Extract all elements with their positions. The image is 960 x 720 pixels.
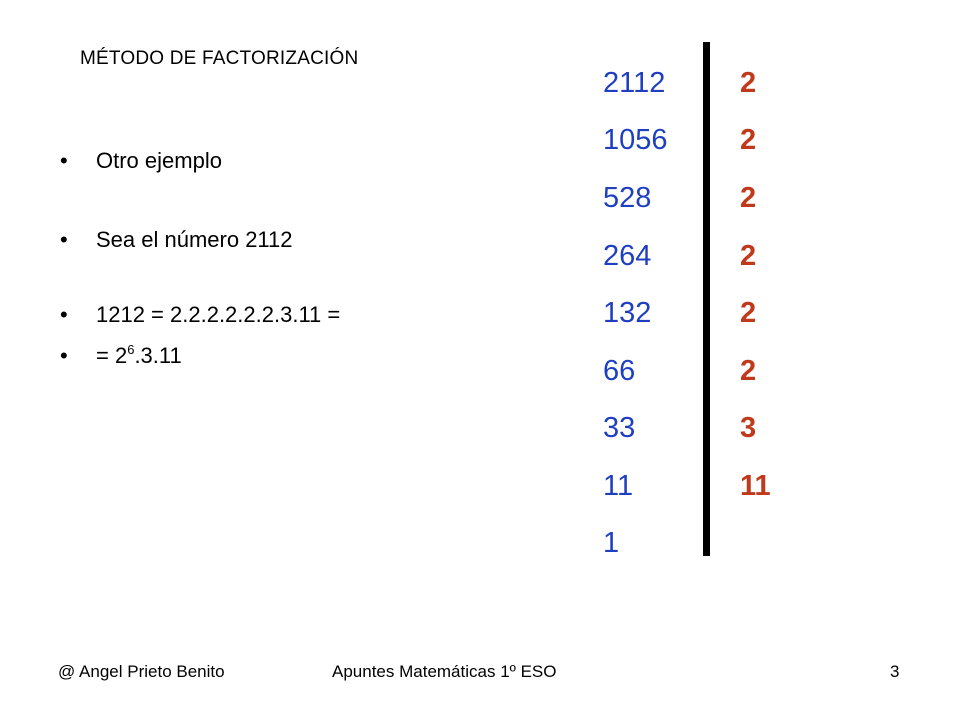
bullet-marker: • bbox=[60, 148, 68, 173]
slide-title: MÉTODO DE FACTORIZACIÓN bbox=[80, 48, 359, 69]
bullet-text-prefix: = 2 bbox=[96, 343, 128, 368]
dividend-number: 132 bbox=[603, 297, 652, 329]
exponent: 6 bbox=[127, 342, 135, 357]
dividend-number: 1056 bbox=[603, 124, 668, 156]
prime-divisor: 3 bbox=[740, 412, 757, 444]
dividend-number: 2112 bbox=[603, 67, 666, 99]
dividend-number: 66 bbox=[603, 355, 636, 387]
bullet-item: • Otro ejemplo bbox=[60, 148, 222, 174]
footer-course: Apuntes Matemáticas 1º ESO bbox=[332, 662, 557, 681]
bullet-text: 1212 = 2.2.2.2.2.2.3.11 = bbox=[96, 302, 341, 327]
bullet-text: Sea el número 2112 bbox=[96, 227, 293, 252]
prime-divisor: 2 bbox=[740, 297, 757, 329]
prime-divisor: 2 bbox=[740, 182, 757, 214]
dividend-number: 11 bbox=[603, 470, 634, 502]
bullet-marker: • bbox=[60, 302, 68, 327]
bullet-marker: • bbox=[60, 227, 68, 252]
prime-divisor: 2 bbox=[740, 355, 757, 387]
bullet-text: Otro ejemplo bbox=[96, 148, 222, 173]
dividend-number: 1 bbox=[603, 527, 620, 559]
page-number: 3 bbox=[890, 662, 900, 681]
bullet-marker: • bbox=[60, 343, 68, 368]
dividend-number: 264 bbox=[603, 240, 652, 272]
prime-divisor: 11 bbox=[740, 470, 771, 502]
bullet-item: • 1212 = 2.2.2.2.2.2.3.11 = bbox=[60, 302, 340, 328]
dividend-number: 528 bbox=[603, 182, 652, 214]
prime-divisor: 2 bbox=[740, 240, 757, 272]
bullet-item: • = 26.3.11 bbox=[60, 343, 182, 369]
dividend-number: 33 bbox=[603, 412, 636, 444]
prime-divisor: 2 bbox=[740, 124, 757, 156]
bullet-list: • Otro ejemplo • Sea el número 2112 • 1212 … bbox=[60, 0, 520, 400]
bullet-item: • Sea el número 2112 bbox=[60, 227, 293, 253]
bullet-text-suffix: .3.11 bbox=[134, 343, 182, 368]
divider-bar bbox=[703, 42, 710, 556]
prime-divisor: 2 bbox=[740, 67, 757, 99]
footer-author: @ Angel Prieto Benito bbox=[58, 662, 225, 681]
